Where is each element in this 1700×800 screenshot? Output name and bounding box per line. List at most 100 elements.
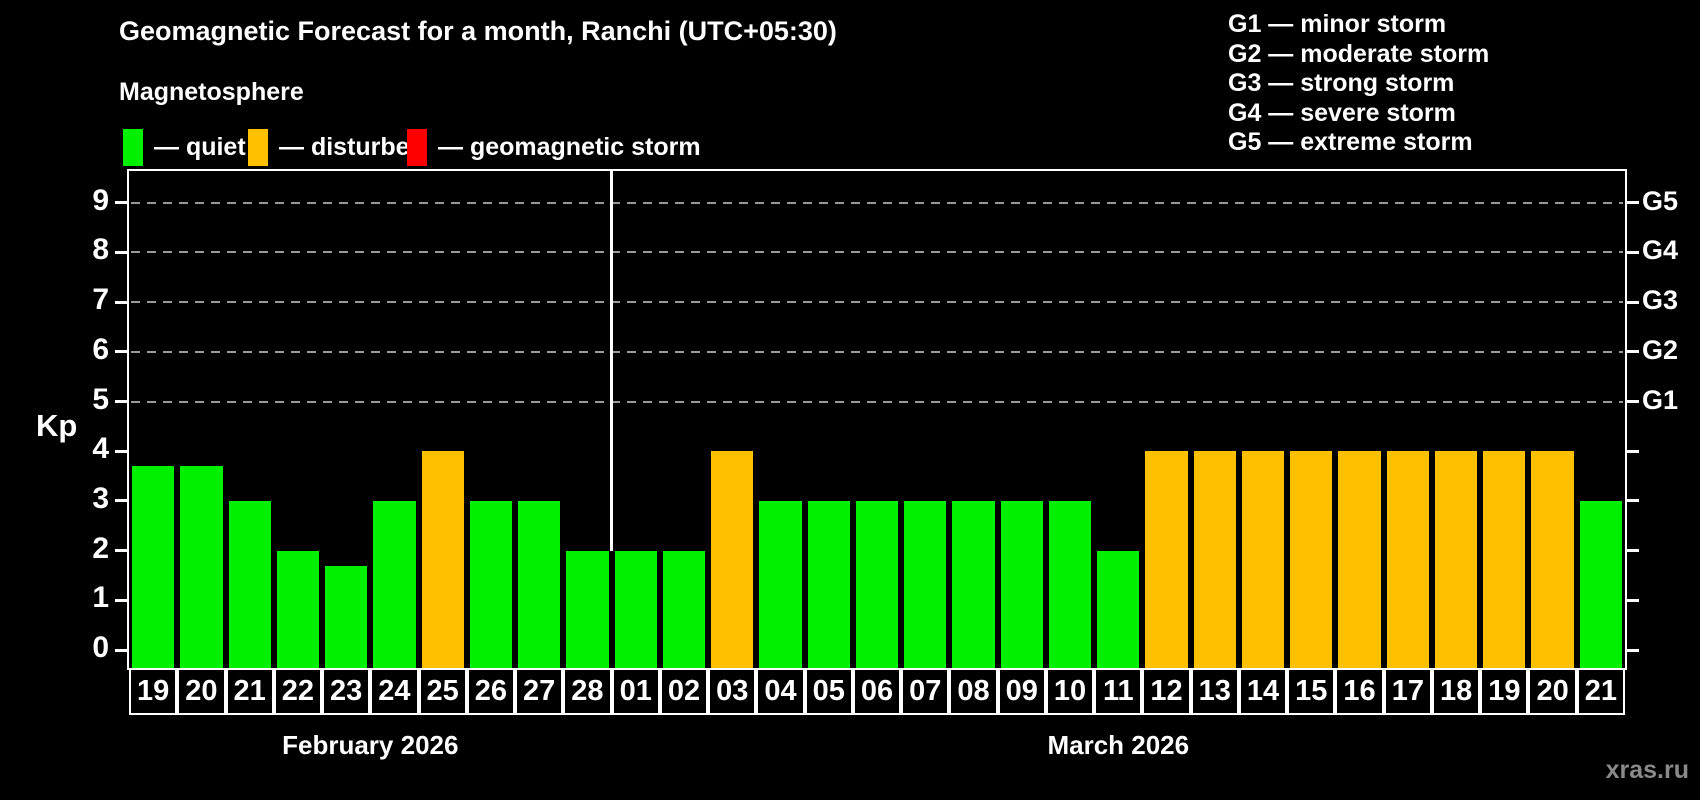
- kp-bar-11: [1097, 550, 1140, 668]
- g-axis-label-g2: G2: [1642, 334, 1679, 365]
- gridline-kp-5: [131, 400, 1623, 403]
- y-tick-right: [1627, 201, 1639, 205]
- y-tick-left: [115, 400, 127, 403]
- day-label-cell: 12: [1142, 668, 1191, 715]
- kp-bar-23: [325, 565, 368, 668]
- kp-bar-19: [1483, 451, 1526, 668]
- kp-bar-13: [1193, 451, 1236, 668]
- day-label-cell: 20: [177, 668, 226, 715]
- day-label-cell: 09: [997, 668, 1046, 715]
- kp-bar-24: [373, 500, 416, 668]
- g-legend-line-g2: G2 — moderate storm: [1228, 39, 1490, 68]
- kp-bar-21: [1579, 500, 1622, 668]
- legend-item: — geomagnetic storm: [407, 128, 701, 166]
- kp-bar-06: [855, 500, 899, 668]
- legend-swatch-geomagnetic-storm: [407, 128, 427, 166]
- y-tick-left: [115, 300, 127, 304]
- g-legend-line-g1: G1 — minor storm: [1228, 10, 1447, 38]
- day-label-cell: 08: [949, 668, 998, 715]
- kp-bar-07: [904, 500, 947, 668]
- y-axis-tick-label: 8: [92, 233, 109, 267]
- y-axis-tick-label: 0: [92, 631, 109, 664]
- kp-bar-01: [614, 550, 657, 668]
- day-label-cell: 21: [1576, 668, 1625, 715]
- kp-bar-19: [132, 466, 175, 668]
- day-label-cell: 28: [563, 668, 612, 715]
- kp-bar-08: [952, 500, 995, 668]
- day-label-cell: 18: [1431, 668, 1481, 715]
- day-label-cell: 22: [273, 668, 323, 715]
- legend-item-label: — geomagnetic storm: [438, 132, 701, 161]
- day-label-cell: 25: [418, 668, 467, 715]
- month-separator-line: [610, 171, 613, 551]
- y-tick-left: [115, 449, 127, 453]
- y-axis-tick-label: 2: [92, 531, 109, 565]
- kp-bar-16: [1338, 451, 1381, 668]
- y-tick-left: [115, 549, 127, 553]
- magnetosphere-label: Magnetosphere: [119, 78, 304, 106]
- y-tick-right: [1627, 300, 1639, 304]
- kp-bar-20: [1531, 451, 1574, 668]
- y-tick-right: [1627, 549, 1639, 553]
- gridline-kp-7: [131, 301, 1623, 304]
- y-tick-right: [1627, 648, 1639, 652]
- month-label: March 2026: [1047, 730, 1190, 760]
- y-axis-tick-label: 9: [92, 183, 109, 217]
- day-label-cell: 07: [901, 668, 950, 715]
- kp-bar-20: [180, 466, 223, 668]
- y-tick-left: [115, 250, 127, 254]
- kp-bar-26: [469, 500, 513, 668]
- kp-bar-10: [1048, 500, 1092, 668]
- day-label-cell: 14: [1238, 668, 1288, 715]
- legend-swatch-disturbed: [248, 128, 268, 166]
- day-label-cell: 24: [370, 668, 419, 715]
- y-tick-left: [115, 201, 127, 205]
- gridline-kp-9: [131, 201, 1623, 204]
- g-axis-label-g1: G1: [1642, 384, 1679, 415]
- kp-bar-14: [1241, 451, 1285, 668]
- day-label-cell: 11: [1094, 668, 1143, 715]
- kp-bar-21: [228, 500, 271, 668]
- y-tick-left: [115, 499, 127, 503]
- y-tick-right: [1627, 250, 1639, 254]
- y-tick-left: [115, 350, 127, 354]
- day-label-cell: 03: [708, 668, 757, 715]
- day-label-cell: 01: [611, 668, 660, 715]
- watermark: xras.ru: [1605, 756, 1689, 784]
- kp-bar-18: [1434, 451, 1478, 668]
- kp-bar-04: [759, 500, 802, 668]
- day-label-cell: 23: [322, 668, 371, 715]
- day-label-cell: 21: [225, 668, 274, 715]
- day-label-cell: 19: [129, 668, 178, 715]
- g-axis-label-g3: G3: [1642, 285, 1679, 316]
- day-label-cell: 19: [1480, 668, 1529, 715]
- y-axis-tick-label: 4: [92, 432, 109, 466]
- day-label-cell: 10: [1045, 668, 1095, 715]
- gridline-kp-8: [131, 251, 1623, 254]
- y-tick-right: [1627, 598, 1639, 602]
- y-axis-tick-label: 7: [92, 283, 109, 317]
- y-tick-right: [1627, 350, 1639, 354]
- g-axis-label-g5: G5: [1642, 185, 1679, 216]
- legend-item: — disturbed: [248, 128, 425, 166]
- y-tick-right: [1627, 400, 1639, 403]
- kp-bar-25: [421, 451, 464, 668]
- y-tick-left: [115, 648, 127, 652]
- day-label-cell: 04: [756, 668, 805, 715]
- day-label-cell: 26: [466, 668, 516, 715]
- y-tick-left: [115, 598, 127, 602]
- legend-item: — quiet: [123, 128, 246, 166]
- kp-bar-02: [662, 550, 706, 668]
- g-axis-label-g4: G4: [1642, 235, 1679, 266]
- kp-bar-27: [518, 500, 561, 668]
- kp-bar-28: [566, 550, 609, 668]
- status-legend: — quiet — disturbed — geomagnetic storm: [0, 128, 1700, 168]
- day-label-cell: 13: [1190, 668, 1239, 715]
- y-axis-tick-label: 1: [92, 581, 109, 615]
- day-label-cell: 20: [1528, 668, 1577, 715]
- day-label-cell: 15: [1287, 668, 1336, 715]
- gridline-kp-6: [131, 350, 1623, 353]
- kp-bar-15: [1290, 451, 1333, 668]
- kp-bar-05: [807, 500, 850, 668]
